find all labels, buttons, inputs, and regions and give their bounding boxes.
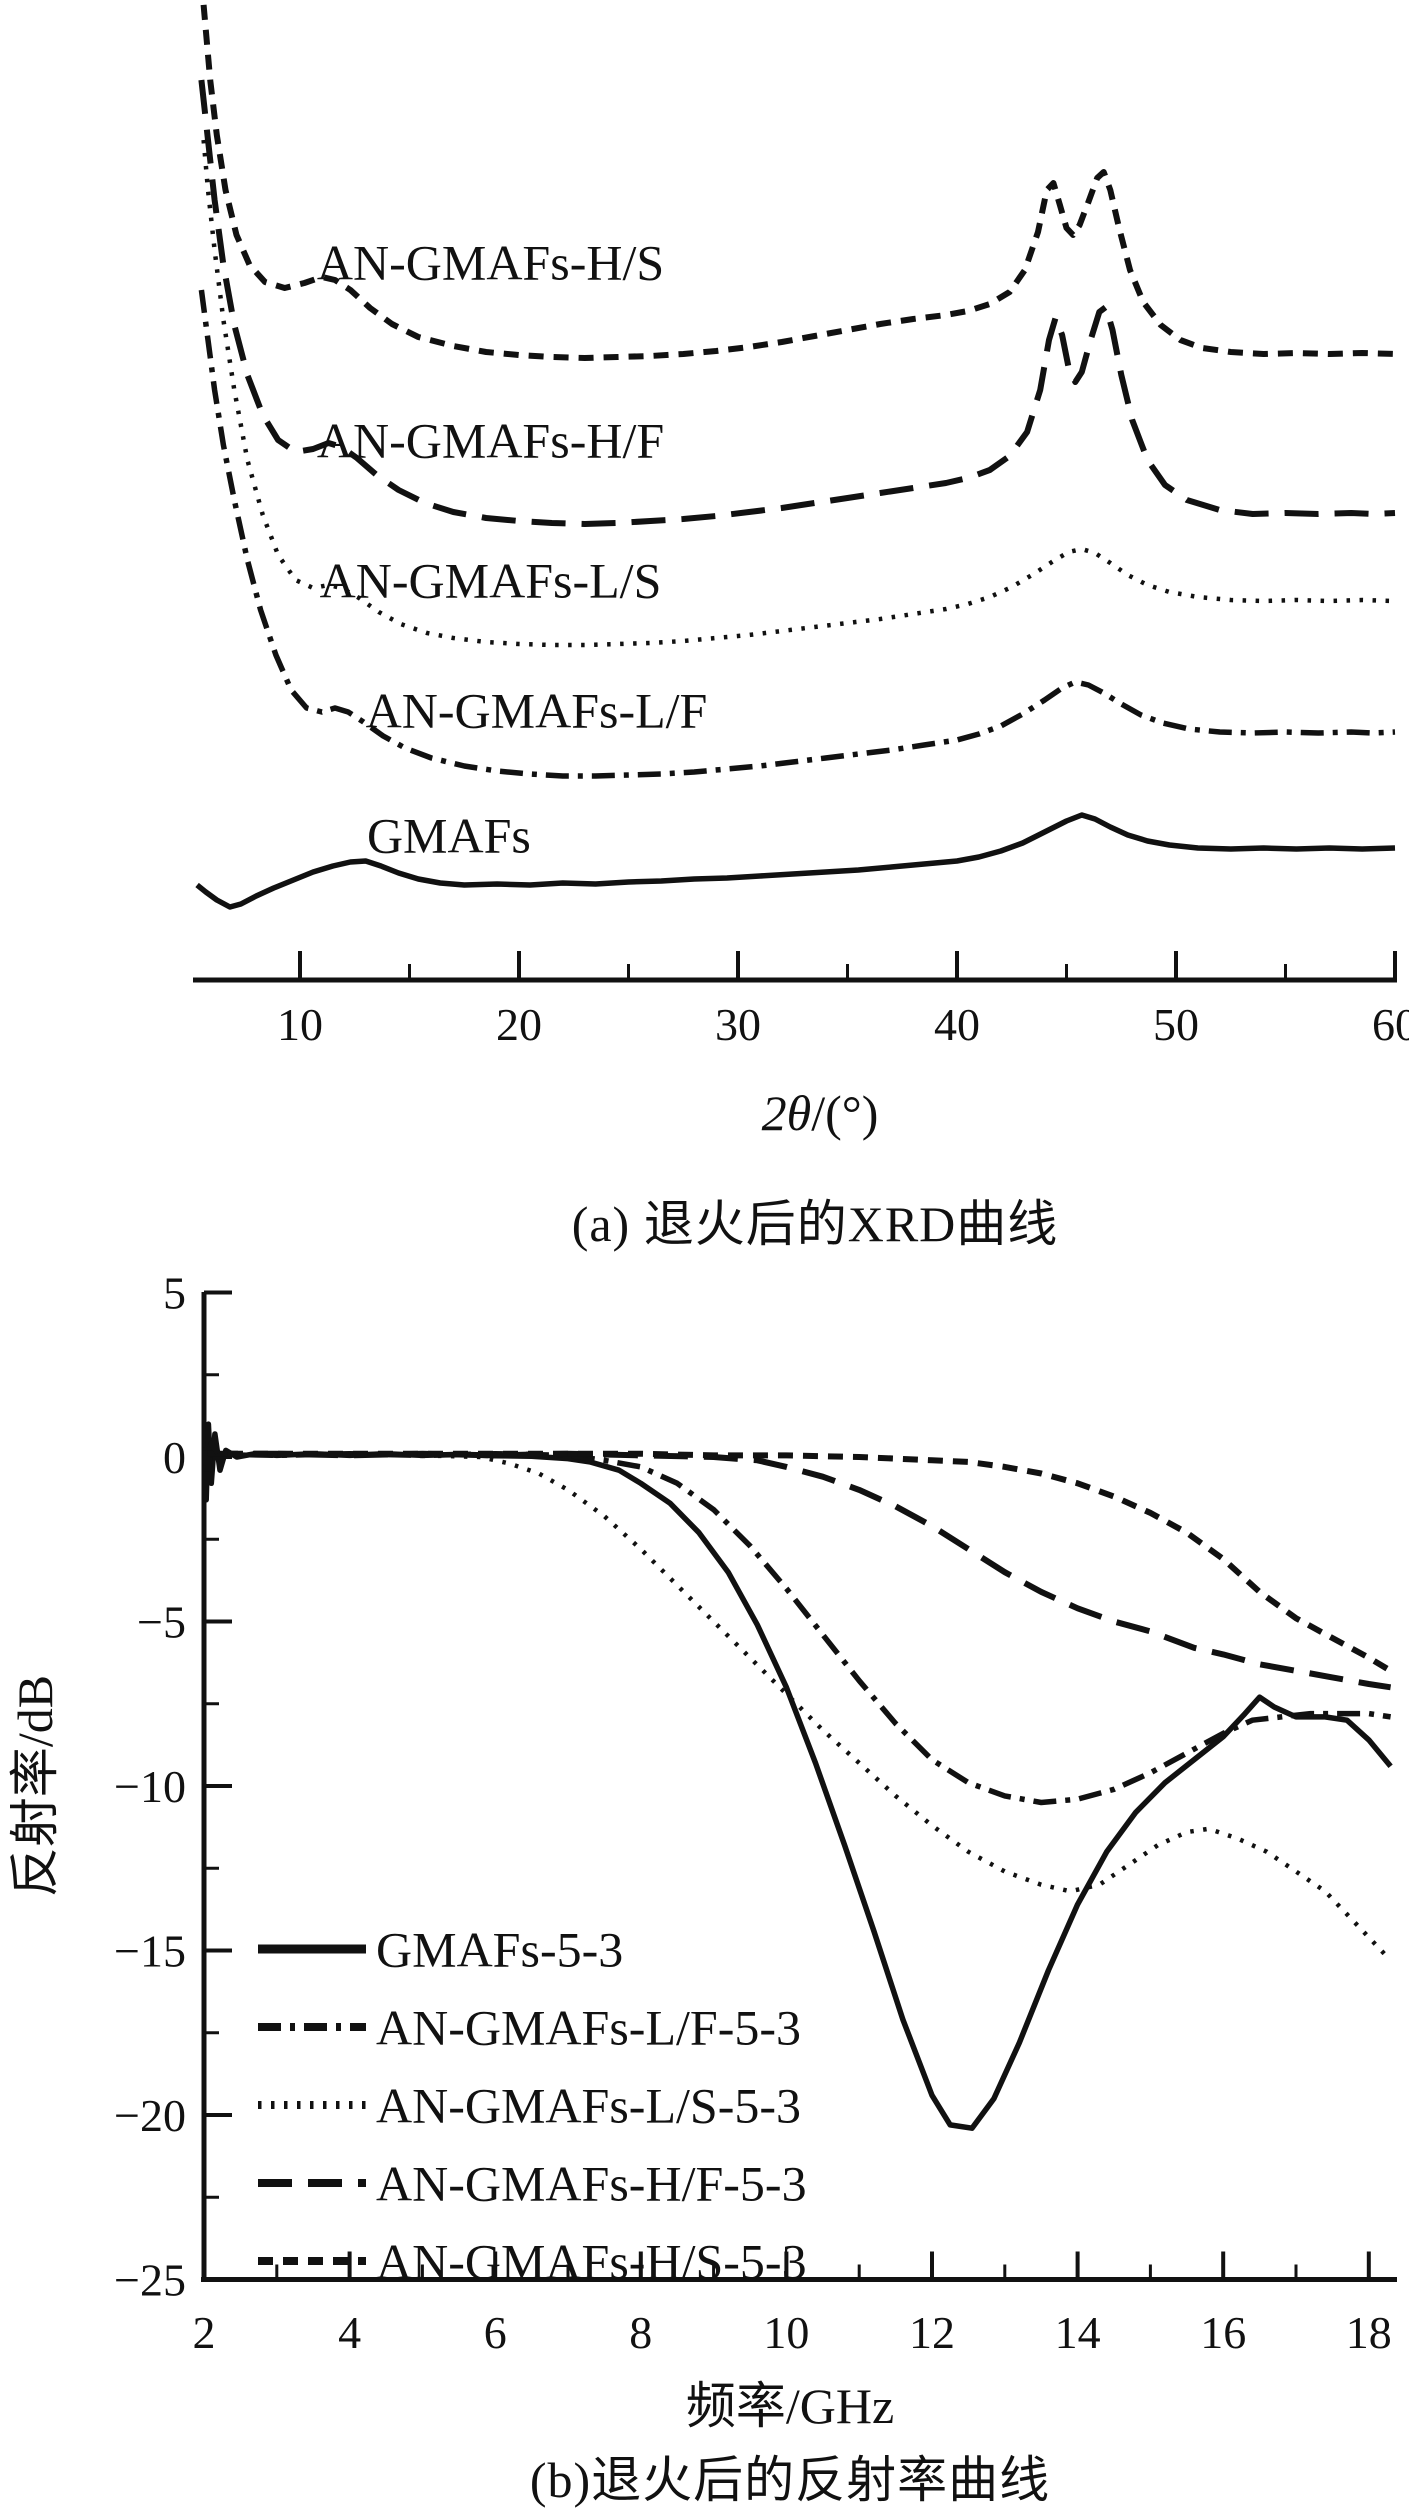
series-AN-GMAFs-H/F: [198, 79, 1396, 527]
series-AN-GMAFs-L/F: [198, 289, 1396, 779]
x-tick-label: 10: [277, 999, 323, 1050]
legend-item: AN-GMAFs-H/S-5-3: [258, 2234, 807, 2290]
x-tick-label: 10: [763, 2307, 809, 2358]
legend: GMAFs-5-3 AN-GMAFs-L/F-5-3 AN-GMAFs-L/S-5-…: [258, 1922, 807, 2290]
series-AN-GMAFs-L/S-5-3: [203, 1451, 1393, 1962]
series-AN-GMAFs-H/F-5-3: [204, 1450, 1392, 1691]
x-tick-label: 6: [484, 2307, 507, 2358]
y-tick-label: −20: [114, 2090, 186, 2141]
legend-label: AN-GMAFs-H/S-5-3: [376, 2234, 807, 2290]
x-tick-label: 4: [338, 2307, 361, 2358]
series-label-GMAFs: GMAFs: [367, 808, 531, 864]
x-tick-label: 16: [1200, 2307, 1246, 2358]
legend-label: AN-GMAFs-H/F-5-3: [376, 2156, 807, 2212]
x-axis-title-a: 2θ/(°): [762, 1084, 879, 1142]
x-axis-title-b: 频率/GHz: [685, 2378, 895, 2434]
caption-a: (a) 退火后的XRD曲线: [571, 1196, 1059, 1252]
x-axis-title-a-symbol: 2θ: [761, 1085, 812, 1141]
legend-item: GMAFs-5-3: [258, 1922, 623, 1978]
x-tick-label: 2: [193, 2307, 216, 2358]
caption-b: (b)退火后的反射率曲线: [529, 2452, 1051, 2508]
x-tick-label: 60: [1372, 999, 1409, 1050]
x-axis-title-a-units: /(°): [811, 1085, 879, 1141]
y-tick-label: 0: [163, 1432, 186, 1483]
legend-item: AN-GMAFs-L/S-5-3: [258, 2078, 801, 2134]
series-AN-GMAFs-H/S: [200, 2, 1396, 361]
legend-label: AN-GMAFs-L/S-5-3: [376, 2078, 801, 2134]
series-label-AN-GMAFs-H/S: AN-GMAFs-H/S: [317, 235, 664, 291]
x-tick-label: 12: [909, 2307, 955, 2358]
x-tick-label: 40: [934, 999, 980, 1050]
x-tick-label: 14: [1055, 2307, 1101, 2358]
x-tick-label: 50: [1153, 999, 1199, 1050]
series-GMAFs: [195, 812, 1396, 910]
y-axis-title-b: 反射率/dB: [7, 1675, 63, 1897]
legend-label: AN-GMAFs-L/F-5-3: [376, 2000, 801, 2056]
y-tick-label: −5: [137, 1597, 186, 1648]
y-tick-label: 5: [163, 1268, 186, 1319]
x-tick-label: 18: [1346, 2307, 1392, 2358]
series-label-AN-GMAFs-L/S: AN-GMAFs-L/S: [320, 553, 662, 609]
xrd-chart: 10 20 30 40 50 60 AN-GMAFs-H/S AN-GMAFs-H/F AN-G…: [193, 2, 1409, 1050]
series-AN-GMAFs-H/S-5-3: [203, 1440, 1393, 1674]
y-tick-label: −15: [114, 1926, 186, 1977]
x-tick-label: 20: [496, 999, 542, 1050]
legend-item: AN-GMAFs-L/F-5-3: [258, 2000, 801, 2056]
y-tick-label: −10: [114, 1761, 186, 1812]
legend-label: GMAFs-5-3: [376, 1922, 623, 1978]
reflectivity-chart: 反射率/dB 5 0 −5 −10 −15 −20 −252 4 6 8 10 12 14 16 18 GMA…: [7, 1268, 1397, 2358]
y-tick-label: −25: [114, 2255, 186, 2306]
x-tick-label: 8: [629, 2307, 652, 2358]
legend-item: AN-GMAFs-H/F-5-3: [258, 2156, 807, 2212]
x-tick-label: 30: [715, 999, 761, 1050]
series-label-AN-GMAFs-H/F: AN-GMAFs-H/F: [317, 413, 664, 469]
series-AN-GMAFs-L/F-5-3: [203, 1450, 1392, 1806]
series-label-AN-GMAFs-L/F: AN-GMAFs-L/F: [366, 683, 708, 739]
